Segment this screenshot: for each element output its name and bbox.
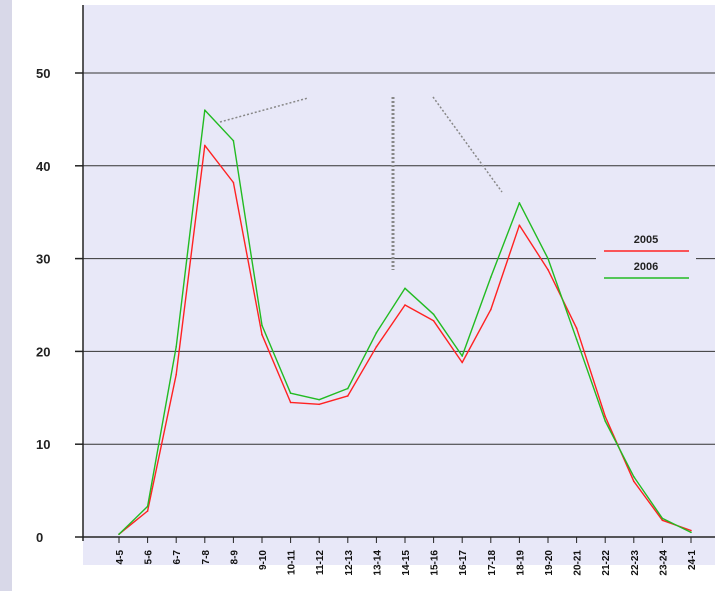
point-2005-9-10 bbox=[261, 333, 263, 336]
legend-box bbox=[596, 229, 696, 284]
x-tick-label-3: 7-8 bbox=[201, 550, 212, 565]
point-2006-11-12 bbox=[318, 398, 321, 401]
point-2005-18-19 bbox=[518, 224, 521, 226]
point-2006-23-24 bbox=[661, 517, 664, 520]
point-2006-9-10 bbox=[261, 324, 263, 327]
point-2005-20-21 bbox=[575, 327, 578, 330]
point-2005-19-20 bbox=[547, 268, 549, 271]
y-tick-label-10: 10 bbox=[36, 437, 50, 452]
point-2006-4-5 bbox=[118, 533, 120, 536]
annotation-line-1 bbox=[219, 97, 309, 123]
point-2005-7-8 bbox=[204, 144, 206, 147]
x-tick-label-13: 17-18 bbox=[487, 550, 498, 576]
y-tick-label-30: 30 bbox=[36, 252, 50, 267]
point-2006-17-18 bbox=[490, 276, 492, 278]
series-lines bbox=[118, 109, 692, 536]
point-2005-12-13 bbox=[347, 395, 349, 397]
legend-label-2006: 2006 bbox=[634, 261, 658, 273]
annotation-lines bbox=[219, 96, 503, 270]
x-tick-label-11: 15-16 bbox=[430, 550, 441, 576]
x-tick-label-15: 19-20 bbox=[544, 550, 555, 576]
y-tick-labels: 0 10 20 30 40 50 bbox=[36, 66, 83, 545]
point-2006-14-15 bbox=[404, 287, 406, 290]
point-2006-13-14 bbox=[375, 332, 378, 334]
y-tick-label-40: 40 bbox=[36, 159, 50, 174]
point-2006-19-20 bbox=[547, 257, 549, 260]
point-2006-24-1 bbox=[690, 531, 692, 534]
x-tick-label-5: 9-10 bbox=[258, 550, 269, 570]
point-2005-6-7 bbox=[175, 373, 177, 376]
point-2005-16-17 bbox=[461, 361, 464, 364]
point-2006-21-22 bbox=[604, 420, 606, 422]
point-2006-20-21 bbox=[575, 338, 578, 341]
point-2006-7-8 bbox=[204, 109, 206, 111]
x-tick-label-12: 16-17 bbox=[458, 550, 469, 576]
point-2006-6-7 bbox=[175, 345, 177, 348]
plot-background bbox=[83, 5, 715, 565]
point-2005-11-12 bbox=[318, 403, 321, 406]
point-2005-5-6 bbox=[146, 510, 149, 512]
annotation-line-3 bbox=[432, 96, 503, 193]
point-2005-15-16 bbox=[432, 319, 435, 322]
x-tick-label-6: 10-11 bbox=[287, 550, 298, 575]
x-tick-label-1: 5-6 bbox=[144, 550, 155, 565]
point-2006-5-6 bbox=[146, 505, 149, 508]
point-2006-15-16 bbox=[432, 313, 435, 316]
x-tick-label-0: 4-5 bbox=[115, 550, 126, 565]
point-2006-10-11 bbox=[289, 392, 292, 394]
x-tick-label-10: 14-15 bbox=[401, 550, 412, 576]
point-2005-23-24 bbox=[661, 519, 664, 522]
x-tick-label-4: 8-9 bbox=[229, 550, 240, 565]
point-2005-10-11 bbox=[289, 401, 292, 404]
point-2006-8-9 bbox=[232, 139, 235, 142]
point-2005-24-1 bbox=[690, 529, 692, 532]
legend-label-2005: 2005 bbox=[634, 234, 658, 246]
point-2005-22-23 bbox=[633, 480, 635, 483]
x-tick-label-20: 24-1 bbox=[687, 550, 698, 570]
y-tick-label-0: 0 bbox=[36, 530, 43, 545]
point-2005-8-9 bbox=[232, 181, 235, 184]
x-tick-label-2: 6-7 bbox=[172, 550, 183, 565]
x-tick-label-7: 11-12 bbox=[315, 550, 326, 575]
x-tick-label-16: 20-21 bbox=[573, 550, 584, 576]
legend: 2005 2006 bbox=[596, 229, 696, 284]
x-tick-label-19: 23-24 bbox=[658, 550, 669, 576]
point-2005-21-22 bbox=[604, 415, 606, 418]
point-2005-17-18 bbox=[490, 308, 492, 311]
x-tick-label-8: 12-13 bbox=[344, 550, 355, 576]
point-2006-22-23 bbox=[633, 475, 635, 478]
point-2005-13-14 bbox=[375, 345, 378, 348]
x-tick-label-14: 18-19 bbox=[515, 550, 526, 576]
x-tick-label-18: 22-23 bbox=[630, 550, 641, 576]
y-tick-label-20: 20 bbox=[36, 344, 50, 359]
y-tick-label-50: 50 bbox=[36, 66, 50, 81]
x-tick-labels: 4-5 5-6 6-7 7-8 8-9 9-10 10-11 11-12 12-13 13-14 1… bbox=[115, 537, 698, 576]
point-2006-12-13 bbox=[347, 387, 349, 390]
x-tick-label-9: 13-14 bbox=[372, 550, 383, 576]
point-2005-14-15 bbox=[404, 304, 406, 306]
left-band bbox=[0, 0, 12, 591]
x-tick-label-17: 21-22 bbox=[601, 550, 612, 576]
point-2006-16-17 bbox=[461, 355, 464, 357]
point-2006-18-19 bbox=[518, 202, 521, 204]
